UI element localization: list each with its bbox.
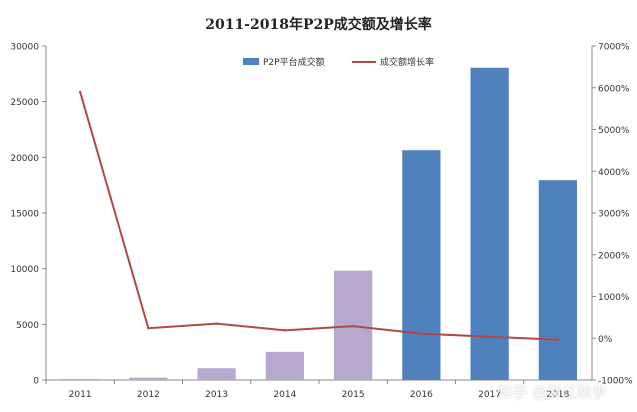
- y-right-tick-label: 4000%: [598, 168, 630, 178]
- y-left-tick-label: 20000: [10, 154, 39, 164]
- x-tick-label: 2011: [69, 390, 92, 400]
- y-right-tick-label: 2000%: [598, 251, 630, 261]
- y-right-tick-label: 5000%: [598, 126, 630, 136]
- x-tick-label: 2013: [205, 390, 228, 400]
- bar-2017: [470, 67, 509, 380]
- y-right-tick-label: 6000%: [598, 84, 630, 94]
- y-left-tick-label: 30000: [10, 43, 39, 53]
- growth-rate-point-2012: [147, 327, 150, 330]
- y-right-tick-label: 0%: [598, 335, 613, 345]
- x-tick-label: 2018: [546, 390, 569, 400]
- legend-swatch-bars: [243, 58, 259, 65]
- growth-rate-point-2015: [351, 324, 355, 328]
- bar-2018: [538, 180, 577, 380]
- legend-label-bars: P2P平台成交额: [263, 56, 325, 68]
- growth-rate-point-2018: [556, 338, 560, 341]
- y-left-tick-label: 5000: [16, 321, 39, 331]
- growth-rate-line: [79, 91, 558, 341]
- x-tick-label: 2015: [342, 390, 365, 400]
- y-left-tick-label: 15000: [10, 210, 39, 220]
- bar-2013: [197, 368, 236, 380]
- y-left-tick-label: 25000: [10, 98, 39, 108]
- y-right-tick-label: -1000%: [598, 377, 633, 387]
- x-tick-label: 2012: [137, 390, 160, 400]
- x-tick-label: 2017: [478, 390, 501, 400]
- y-left-tick-label: 10000: [10, 265, 39, 275]
- chart-title: 2011-2018年P2P成交额及增长率: [205, 17, 432, 33]
- bar-2011: [61, 378, 100, 380]
- growth-rate-point-2014: [283, 329, 287, 332]
- watermark-text: 知乎 @浙江秋歩: [497, 383, 607, 401]
- legend-label-line: 成交额增长率: [380, 56, 434, 68]
- y-right-tick-label: 7000%: [598, 43, 630, 53]
- growth-rate-point-2013: [215, 322, 218, 325]
- x-tick-label: 2016: [410, 390, 433, 400]
- bar-2016: [402, 150, 441, 380]
- y-right-tick-label: 3000%: [598, 210, 630, 220]
- growth-rate-point-2011: [78, 90, 82, 94]
- bar-2014: [265, 351, 304, 380]
- y-left-tick-label: 0: [33, 377, 39, 387]
- growth-rate-point-2016: [420, 332, 423, 335]
- x-tick-label: 2014: [273, 390, 296, 400]
- growth-rate-point-2017: [488, 335, 491, 338]
- y-right-tick-label: 1000%: [598, 293, 630, 303]
- bar-2012: [129, 377, 168, 380]
